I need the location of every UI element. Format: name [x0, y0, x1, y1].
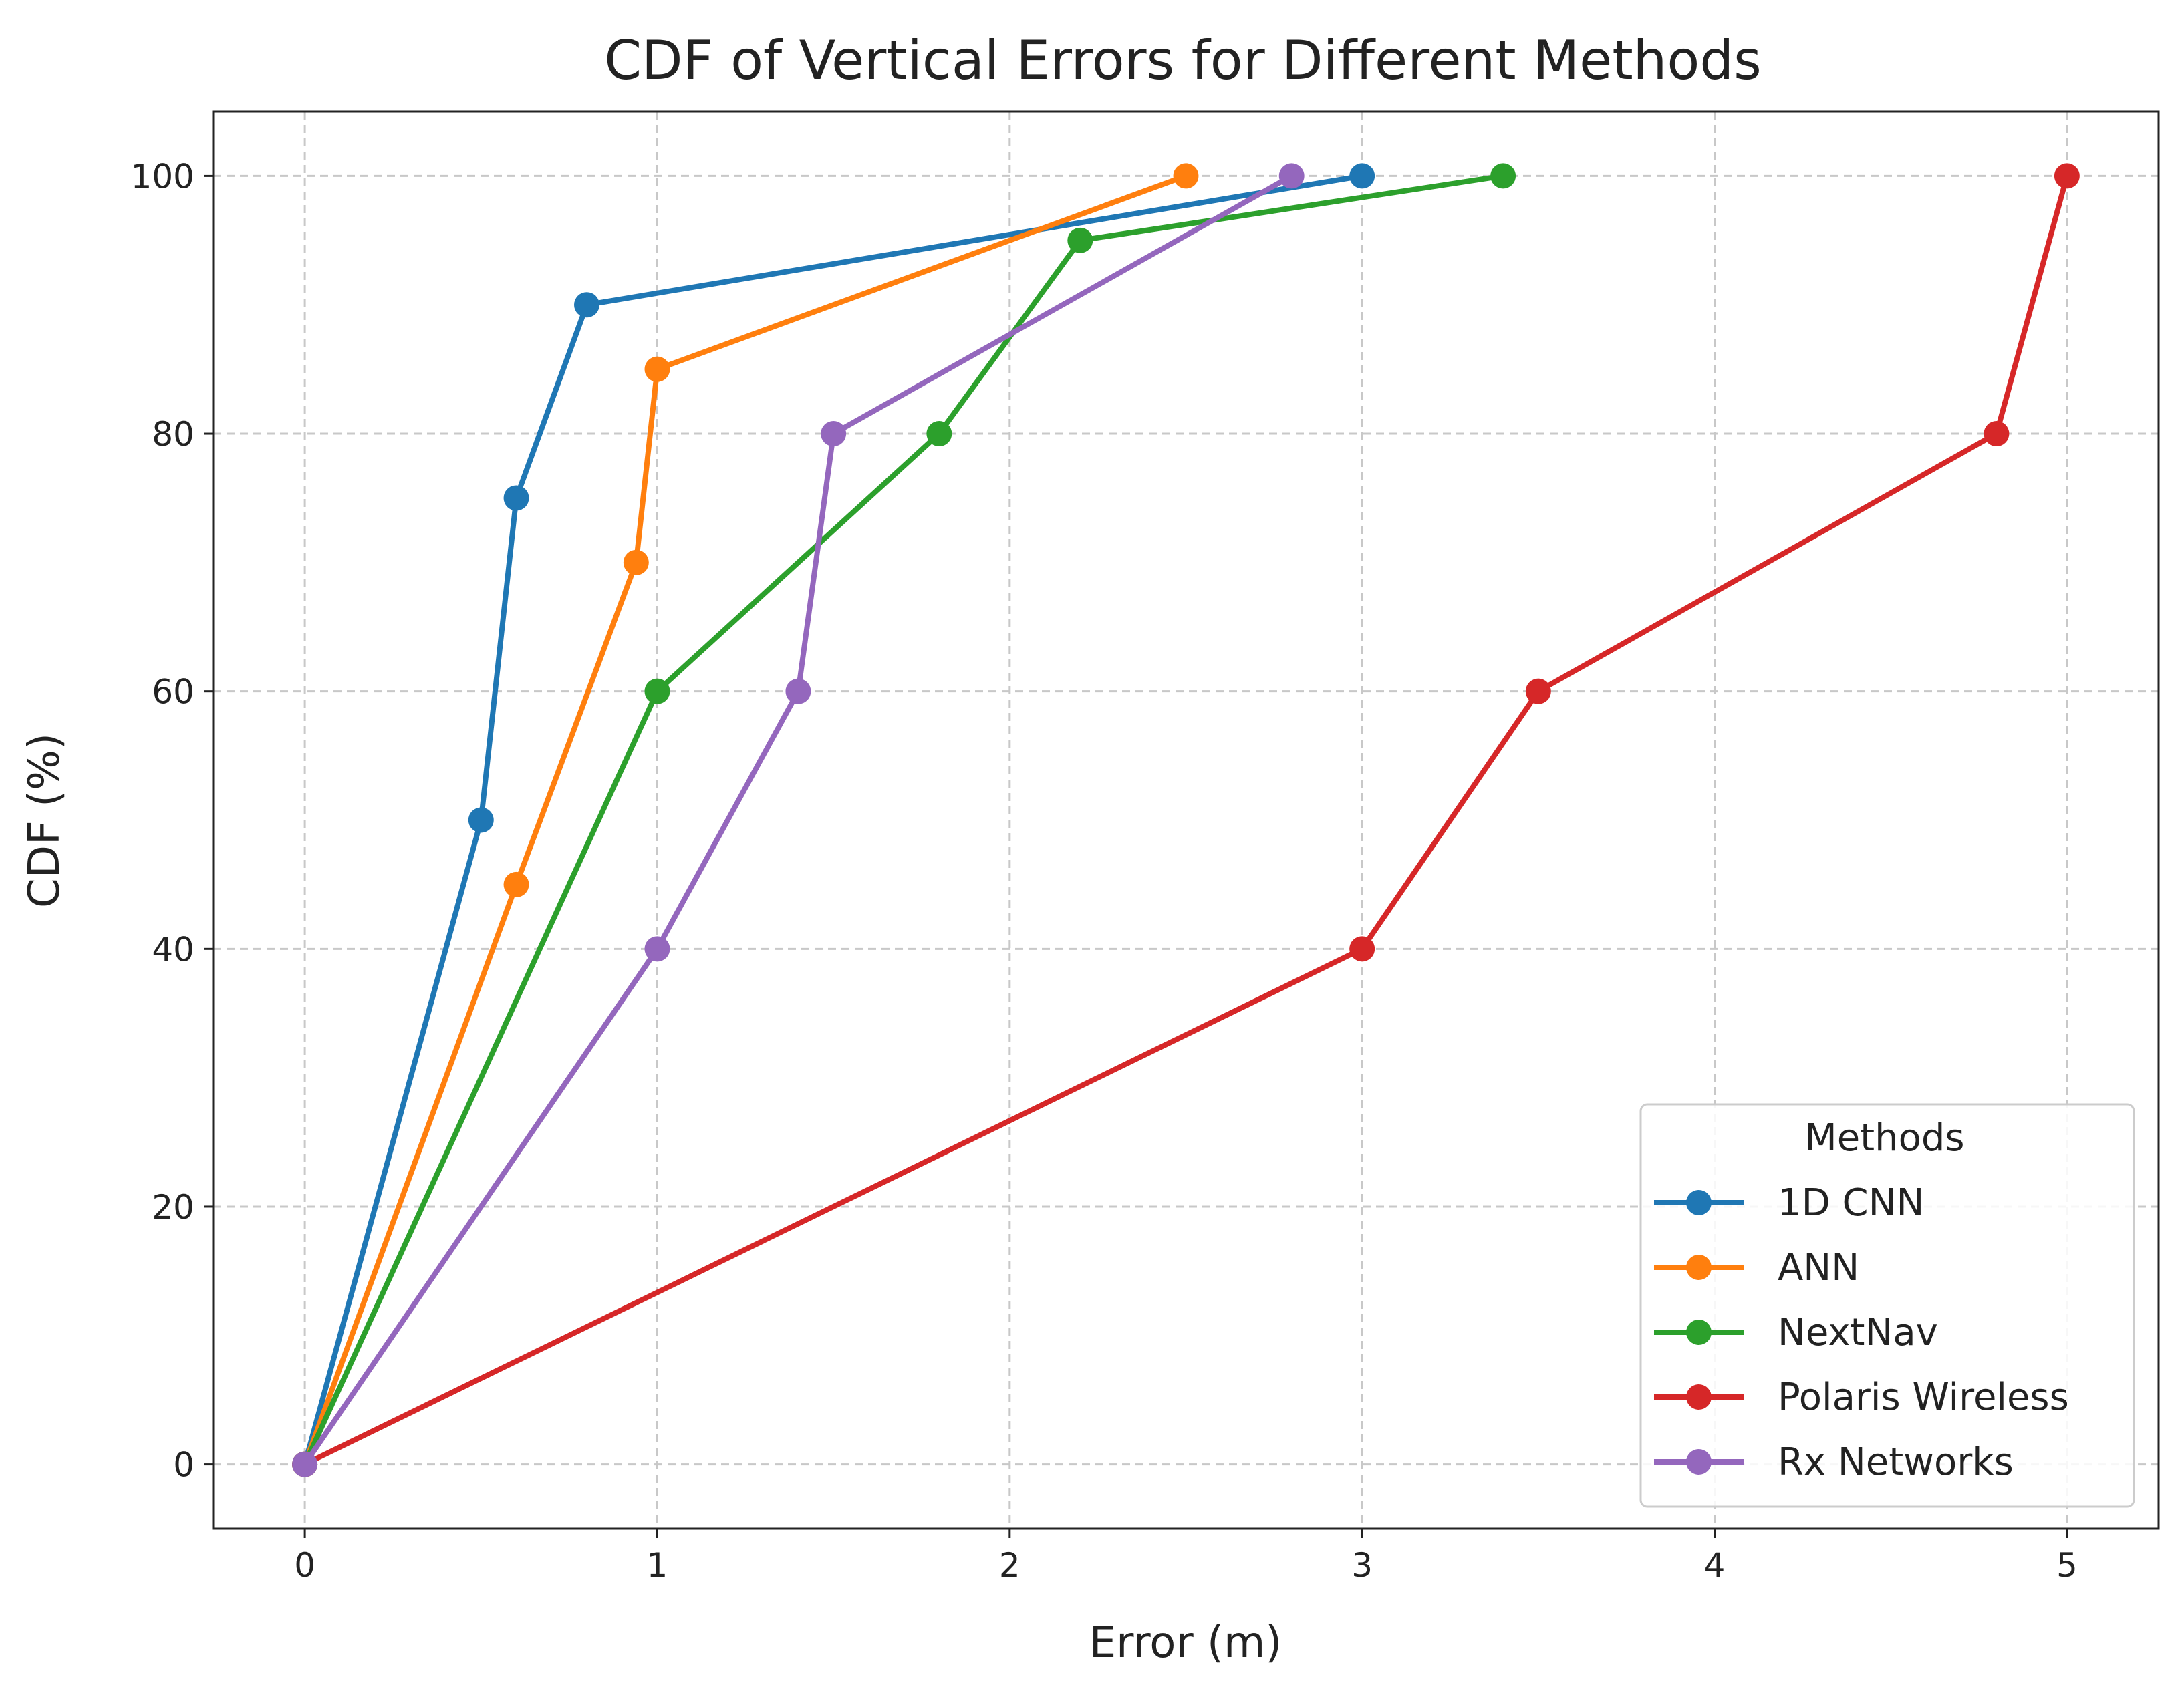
data-point-nextnav [1067, 227, 1093, 253]
data-point-polaris-wireless [1525, 678, 1551, 704]
legend-marker-ann [1686, 1255, 1712, 1280]
legend-title: Methods [1804, 1116, 1964, 1160]
plot-frame [212, 110, 2160, 1530]
legend-label-rx-networks: Rx Networks [1778, 1440, 2014, 1484]
y-tick-label: 20 [152, 1188, 194, 1227]
legend-label-polaris-wireless: Polaris Wireless [1778, 1376, 2069, 1419]
data-point-1d-cnn [1349, 163, 1375, 189]
series-group [292, 163, 2080, 1477]
legend-marker-nextnav [1686, 1320, 1712, 1345]
data-point-polaris-wireless [2054, 163, 2080, 189]
data-point-rx-networks [292, 1451, 318, 1477]
y-tick-label: 60 [152, 673, 194, 712]
data-point-ann [503, 871, 529, 897]
x-tick-label: 3 [1351, 1546, 1373, 1585]
data-point-rx-networks [785, 678, 811, 704]
data-point-ann [1173, 163, 1199, 189]
ticks: 0 1 2 3 4 5 0 20 40 60 80 100 [131, 157, 2078, 1585]
data-point-1d-cnn [468, 807, 494, 833]
data-point-polaris-wireless [1349, 936, 1375, 962]
y-tick-label: 0 [173, 1446, 194, 1485]
legend-marker-rx-networks [1686, 1449, 1712, 1475]
data-point-rx-networks [821, 421, 847, 447]
legend-box [1639, 1103, 2135, 1508]
legend-marker-1d-cnn [1686, 1190, 1712, 1215]
data-point-nextnav [926, 421, 952, 447]
series-line-rx-networks [302, 173, 1293, 1466]
data-point-ann [623, 549, 649, 575]
data-point-nextnav [1490, 163, 1516, 189]
data-point-rx-networks [1278, 163, 1305, 189]
x-tick-label: 5 [2056, 1546, 2078, 1585]
y-tick-label: 80 [152, 415, 194, 454]
data-point-ann [644, 356, 670, 382]
legend-marker-polaris-wireless [1686, 1384, 1712, 1410]
x-tick-label: 4 [1704, 1546, 1726, 1585]
x-tick-label: 2 [999, 1546, 1020, 1585]
x-axis-label: Error (m) [1089, 1618, 1282, 1668]
y-axis-label: CDF (%) [20, 733, 70, 908]
legend-label-nextnav: NextNav [1778, 1311, 1938, 1354]
legend: Methods 1D CNN ANN NextNav Polaris Wireless… [1639, 1103, 2135, 1508]
data-point-1d-cnn [573, 292, 599, 318]
legend-label-ann: ANN [1778, 1246, 1859, 1289]
chart-title: CDF of Vertical Errors for Different Met… [604, 29, 1762, 92]
data-point-rx-networks [644, 936, 670, 962]
data-point-nextnav [644, 678, 670, 704]
data-point-polaris-wireless [1984, 421, 2010, 447]
x-tick-label: 0 [294, 1546, 315, 1585]
y-tick-label: 100 [131, 157, 194, 196]
series-line-1d-cnn [302, 173, 1363, 1465]
data-point-1d-cnn [503, 485, 529, 511]
y-tick-label: 40 [152, 930, 194, 969]
legend-label-1d-cnn: 1D CNN [1778, 1181, 1924, 1225]
x-tick-label: 1 [647, 1546, 668, 1585]
